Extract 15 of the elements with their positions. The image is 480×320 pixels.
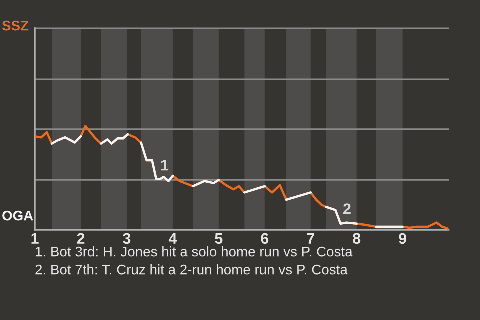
x-tick-label: 2 (77, 233, 85, 244)
x-tick-label: 6 (261, 233, 269, 244)
x-tick-label: 1 (32, 233, 39, 244)
annotation: 1 (161, 160, 169, 171)
text: 2. Bot 7th: T. Cruz hit a 2-run home run vs P. Costa (36, 264, 348, 275)
text: OGA (2, 210, 34, 221)
x-tick-label: 8 (353, 233, 361, 244)
x-tick-label: 9 (399, 233, 407, 244)
x-tick-label: 4 (168, 233, 178, 244)
text: SSZ (2, 20, 29, 31)
x-tick-label: 5 (215, 233, 223, 244)
x-tick-label: 7 (307, 233, 314, 244)
x-tick-label: 3 (123, 233, 131, 244)
annotation: 2 (344, 204, 351, 214)
text: 1. Bot 3rd: H. Jones hit a solo home run vs P. Costa (36, 246, 353, 257)
